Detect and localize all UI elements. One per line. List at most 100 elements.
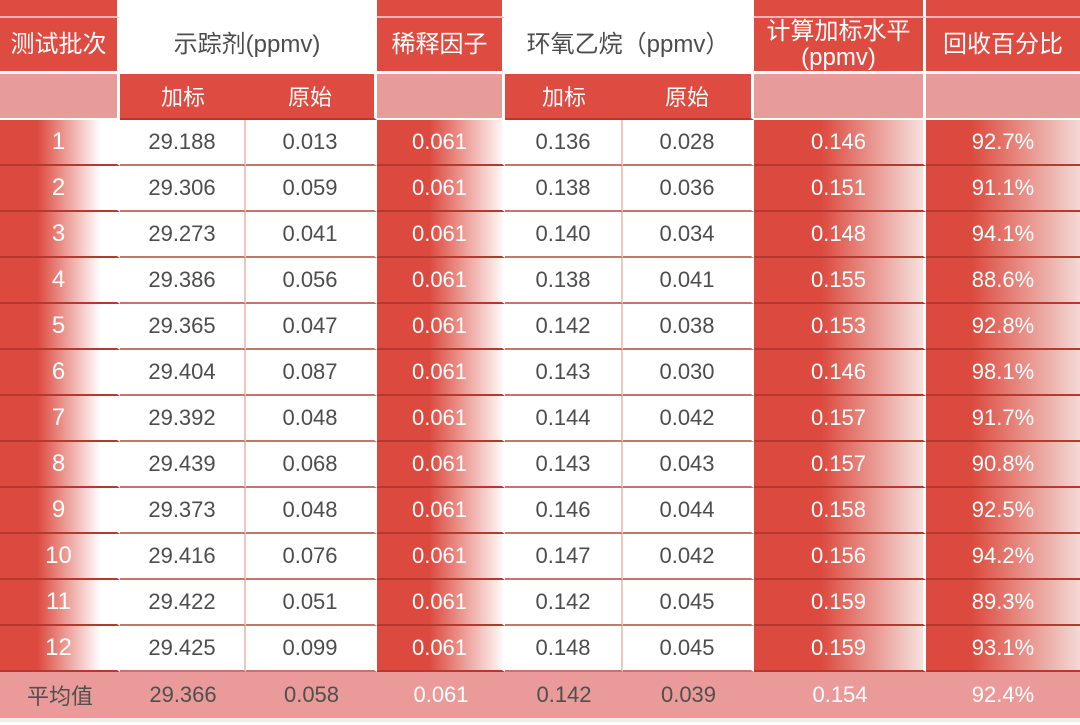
- table-row: 4 29.386 0.056 0.061 0.138 0.041 0.155 88.6%: [0, 258, 1080, 304]
- recovery-cell: 89.3%: [926, 580, 1080, 626]
- spike-level-cell: 0.146: [754, 350, 926, 396]
- tracer-original-cell: 0.056: [246, 258, 377, 304]
- table-row: 10 29.416 0.076 0.061 0.147 0.042 0.156 94.2%: [0, 534, 1080, 580]
- top-strip-cell: [377, 0, 505, 18]
- tracer-spiked-cell: 29.306: [120, 166, 246, 212]
- tracer-spiked-cell: 29.404: [120, 350, 246, 396]
- average-recovery: 92.4%: [926, 672, 1080, 718]
- table-row: 11 29.422 0.051 0.061 0.142 0.045 0.159 89.3%: [0, 580, 1080, 626]
- top-strip-cell: [623, 0, 754, 18]
- dilution-cell: 0.061: [377, 350, 505, 396]
- eo-original-cell: 0.028: [623, 120, 754, 166]
- bottom-strip: [0, 718, 1080, 722]
- tracer-spiked-cell: 29.273: [120, 212, 246, 258]
- top-strip-cell: [120, 0, 246, 18]
- tracer-spiked-cell: 29.386: [120, 258, 246, 304]
- header-spike-level-line2: (ppmv): [801, 43, 876, 71]
- spike-level-cell: 0.151: [754, 166, 926, 212]
- bottom-strip-cell: [0, 718, 1080, 722]
- tracer-original-cell: 0.041: [246, 212, 377, 258]
- top-strip-cell: [505, 0, 623, 18]
- header-tracer-group: 示踪剂(ppmv): [120, 18, 377, 74]
- recovery-cell: 98.1%: [926, 350, 1080, 396]
- eo-original-cell: 0.038: [623, 304, 754, 350]
- dilution-cell: 0.061: [377, 120, 505, 166]
- dilution-cell: 0.061: [377, 626, 505, 672]
- recovery-cell: 93.1%: [926, 626, 1080, 672]
- subheader-tracer-original: 原始: [246, 74, 377, 120]
- batch-cell: 10: [0, 534, 120, 580]
- dilution-cell: 0.061: [377, 396, 505, 442]
- eo-original-cell: 0.034: [623, 212, 754, 258]
- spike-level-cell: 0.158: [754, 488, 926, 534]
- header-recovery: 回收百分比: [926, 18, 1080, 74]
- tracer-original-cell: 0.051: [246, 580, 377, 626]
- subheader-spacer: [0, 74, 120, 120]
- table-row: 1 29.188 0.013 0.061 0.136 0.028 0.146 92.7%: [0, 120, 1080, 166]
- spike-level-cell: 0.157: [754, 396, 926, 442]
- eo-spiked-cell: 0.142: [505, 304, 623, 350]
- tracer-original-cell: 0.047: [246, 304, 377, 350]
- dilution-cell: 0.061: [377, 534, 505, 580]
- tracer-spiked-cell: 29.392: [120, 396, 246, 442]
- eo-spiked-cell: 0.147: [505, 534, 623, 580]
- table-row: 8 29.439 0.068 0.061 0.143 0.043 0.157 90.8%: [0, 442, 1080, 488]
- header-batch: 测试批次: [0, 18, 120, 74]
- batch-cell: 2: [0, 166, 120, 212]
- average-eo-original: 0.039: [623, 672, 754, 718]
- dilution-cell: 0.061: [377, 258, 505, 304]
- batch-cell: 8: [0, 442, 120, 488]
- eo-original-cell: 0.042: [623, 396, 754, 442]
- average-dilution: 0.061: [377, 672, 505, 718]
- eo-original-cell: 0.045: [623, 580, 754, 626]
- table-row: 2 29.306 0.059 0.061 0.138 0.036 0.151 91.1%: [0, 166, 1080, 212]
- spike-level-cell: 0.156: [754, 534, 926, 580]
- eo-original-cell: 0.044: [623, 488, 754, 534]
- recovery-cell: 92.8%: [926, 304, 1080, 350]
- tracer-original-cell: 0.048: [246, 396, 377, 442]
- eo-spiked-cell: 0.140: [505, 212, 623, 258]
- subheader-eo-spiked: 加标: [505, 74, 623, 120]
- recovery-cell: 91.1%: [926, 166, 1080, 212]
- tracer-spiked-cell: 29.439: [120, 442, 246, 488]
- table-row: 3 29.273 0.041 0.061 0.140 0.034 0.148 94.1%: [0, 212, 1080, 258]
- average-tracer-spiked: 29.366: [120, 672, 246, 718]
- eo-original-cell: 0.042: [623, 534, 754, 580]
- table-body: 1 29.188 0.013 0.061 0.136 0.028 0.146 92.7% 2 29…: [0, 120, 1080, 672]
- recovery-cell: 94.2%: [926, 534, 1080, 580]
- average-eo-spiked: 0.142: [505, 672, 623, 718]
- dilution-cell: 0.061: [377, 212, 505, 258]
- average-row: 平均值 29.366 0.058 0.061 0.142 0.039 0.154…: [0, 672, 1080, 718]
- table-row: 5 29.365 0.047 0.061 0.142 0.038 0.153 92.8%: [0, 304, 1080, 350]
- recovery-cell: 94.1%: [926, 212, 1080, 258]
- tracer-original-cell: 0.087: [246, 350, 377, 396]
- recovery-cell: 92.5%: [926, 488, 1080, 534]
- eo-spiked-cell: 0.148: [505, 626, 623, 672]
- table-row: 9 29.373 0.048 0.061 0.146 0.044 0.158 92.5%: [0, 488, 1080, 534]
- tracer-spiked-cell: 29.373: [120, 488, 246, 534]
- tracer-original-cell: 0.076: [246, 534, 377, 580]
- header-spike-level: 计算加标水平 (ppmv): [754, 18, 926, 74]
- table-subheader-row: 加标 原始 加标 原始: [0, 74, 1080, 120]
- header-dilution: 稀释因子: [377, 18, 505, 74]
- eo-original-cell: 0.045: [623, 626, 754, 672]
- eo-spiked-cell: 0.136: [505, 120, 623, 166]
- tracer-spiked-cell: 29.422: [120, 580, 246, 626]
- dilution-cell: 0.061: [377, 580, 505, 626]
- spike-level-cell: 0.153: [754, 304, 926, 350]
- eo-spiked-cell: 0.138: [505, 166, 623, 212]
- tracer-original-cell: 0.013: [246, 120, 377, 166]
- top-strip-cell: [754, 0, 926, 18]
- batch-cell: 4: [0, 258, 120, 304]
- batch-cell: 12: [0, 626, 120, 672]
- subheader-spacer: [754, 74, 926, 120]
- dilution-cell: 0.061: [377, 442, 505, 488]
- eo-original-cell: 0.043: [623, 442, 754, 488]
- tracer-original-cell: 0.059: [246, 166, 377, 212]
- header-eo-group: 环氧乙烷（ppmv）: [505, 18, 754, 74]
- table-header-row: 测试批次 示踪剂(ppmv) 稀释因子 环氧乙烷（ppmv） 计算加标水平 (pp…: [0, 18, 1080, 74]
- spike-level-cell: 0.146: [754, 120, 926, 166]
- top-strip-cell: [926, 0, 1080, 18]
- top-strip-row: [0, 0, 1080, 18]
- tracer-spiked-cell: 29.416: [120, 534, 246, 580]
